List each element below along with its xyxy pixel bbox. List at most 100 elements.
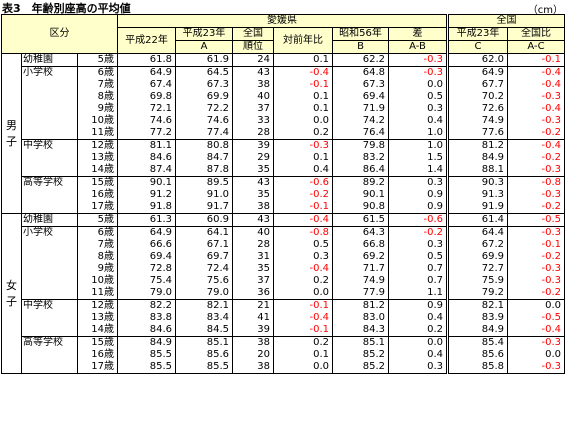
cell-diffB: 1.1	[388, 287, 448, 300]
table-row: 男子幼稚園 5歳 61.8 61.9 24 0.1 62.2 -0.3 62.0 -0.1	[1, 53, 565, 214]
cell-s56: 90.8	[332, 201, 389, 214]
cell-rank: 41	[232, 312, 274, 324]
cell-nat: 72.6	[446, 103, 508, 115]
age-label: 16歳	[77, 189, 118, 201]
cell-nat: 75.9	[446, 275, 508, 287]
age-label: 7歳	[77, 79, 118, 91]
cell-h22: 79.0	[117, 287, 176, 300]
cell-nat: 85.4	[446, 336, 508, 349]
cell-h22: 84.9	[117, 336, 176, 349]
cell-h23: 74.6	[175, 115, 233, 127]
cell-prev: 0.1	[273, 152, 333, 164]
cell-h22: 91.8	[117, 201, 176, 214]
cell-prev: 0.1	[273, 103, 333, 115]
cell-diffC: 0.0	[507, 299, 565, 312]
cell-nat: 70.2	[446, 91, 508, 103]
table-row: 11歳 79.0 79.0 36 0.0 77.9 1.1 79.2 -0.2	[2, 287, 565, 300]
cell-prev: -0.6	[273, 176, 333, 189]
cell-s56: 85.2	[332, 361, 389, 374]
cell-s56: 90.1	[332, 189, 389, 201]
cell-rank: 37	[232, 275, 274, 287]
age-label: 11歳	[77, 287, 118, 300]
cell-prev: -0.1	[273, 201, 333, 214]
header-ehime: 愛媛県	[117, 14, 448, 28]
cell-diffC: -0.2	[507, 287, 565, 300]
header-s56: 昭和56年	[332, 27, 389, 41]
cell-h23: 91.0	[175, 189, 233, 201]
age-label: 12歳	[77, 299, 118, 312]
cell-h23: 91.7	[175, 201, 233, 214]
cell-s56: 77.9	[332, 287, 389, 300]
table-row: 16歳 91.2 91.0 35 -0.2 90.1 0.9 91.3 -0.3	[2, 189, 565, 201]
cell-prev: -0.8	[273, 226, 333, 239]
cell-diffB: 0.9	[388, 201, 448, 214]
table-row: 女子幼稚園 5歳 61.3 60.9 43 -0.4 61.5 -0.6 61.4 -0.5	[1, 213, 565, 374]
age-label: 16歳	[77, 349, 118, 361]
cell-s56: 64.3	[332, 226, 389, 239]
cell-diffC: -0.2	[507, 251, 565, 263]
cell-s56: 64.8	[332, 66, 389, 79]
cell-diffB: 0.4	[388, 312, 448, 324]
cell-rank: 40	[232, 226, 274, 239]
header-rank: 全国	[232, 27, 274, 41]
cell-prev: -0.1	[273, 299, 333, 312]
cell-rank: 38	[232, 361, 274, 374]
school-label: 小学校	[21, 226, 78, 300]
cell-h22: 90.1	[117, 176, 176, 189]
age-label: 9歳	[77, 103, 118, 115]
cell-diffB: -0.2	[388, 226, 448, 239]
cell-s56: 86.4	[332, 164, 389, 177]
cell-s56: 79.8	[332, 139, 389, 152]
age-label: 15歳	[77, 336, 118, 349]
table-row: 高等学校 15歳 90.1 89.5 43 -0.6 89.2 0.3 90.3 -0.8	[2, 176, 565, 214]
cell-h22: 82.2	[117, 299, 176, 312]
cell-prev: -0.1	[273, 79, 333, 91]
cell-s56: 76.4	[332, 127, 389, 140]
cell-s56: 62.2	[332, 53, 389, 67]
cell-prev: 0.5	[273, 239, 333, 251]
cell-prev: -0.4	[273, 213, 333, 227]
cell-prev: -0.4	[273, 66, 333, 79]
cell-diffB: 0.7	[388, 263, 448, 275]
cell-nat: 90.3	[446, 176, 508, 189]
cell-diffB: 0.5	[388, 91, 448, 103]
cell-h22: 61.8	[117, 53, 176, 67]
cell-prev: 0.2	[273, 127, 333, 140]
cell-s56: 74.9	[332, 275, 389, 287]
table-row: 8歳 69.8 69.9 40 0.1 69.4 0.5 70.2 -0.3	[2, 91, 565, 103]
table-row: 高等学校 15歳 84.9 85.1 38 0.2 85.1 0.0 85.4 -0.3	[2, 336, 565, 374]
cell-h23: 87.8	[175, 164, 233, 177]
table-row: 小学校 6歳 64.9 64.1 40 -0.8 64.3 -0.2 64.4 -0.3	[2, 226, 565, 300]
cell-diffC: -0.3	[507, 164, 565, 177]
age-label: 10歳	[77, 275, 118, 287]
cell-h22: 84.6	[117, 152, 176, 164]
cell-h23: 89.5	[175, 176, 233, 189]
header-s56-sub: B	[332, 40, 389, 54]
cell-diffC: -0.4	[507, 324, 565, 337]
cell-h23: 69.7	[175, 251, 233, 263]
cell-s56: 69.4	[332, 91, 389, 103]
cell-h22: 67.4	[117, 79, 176, 91]
cell-h23: 79.0	[175, 287, 233, 300]
header-h23: 平成23年	[175, 27, 233, 41]
cell-diffC: -0.1	[507, 53, 565, 67]
cell-diffB: 0.0	[388, 336, 448, 349]
cell-rank: 20	[232, 349, 274, 361]
cell-h23: 77.4	[175, 127, 233, 140]
cell-rank: 36	[232, 287, 274, 300]
cell-h23: 67.3	[175, 79, 233, 91]
cell-diffC: -0.5	[507, 312, 565, 324]
cell-diffB: 0.4	[388, 115, 448, 127]
cell-nat: 74.9	[446, 115, 508, 127]
age-label: 7歳	[77, 239, 118, 251]
cell-prev: 0.2	[273, 275, 333, 287]
cell-diffC: -0.2	[507, 127, 565, 140]
cell-s56: 69.2	[332, 251, 389, 263]
cell-s56: 84.3	[332, 324, 389, 337]
cell-nat: 88.1	[446, 164, 508, 177]
unit-label: （cm）	[527, 5, 563, 16]
cell-nat: 64.4	[446, 226, 508, 239]
cell-diffB: 0.3	[388, 239, 448, 251]
table-row: 14歳 87.4 87.8 35 0.4 86.4 1.4 88.1 -0.3	[2, 164, 565, 177]
